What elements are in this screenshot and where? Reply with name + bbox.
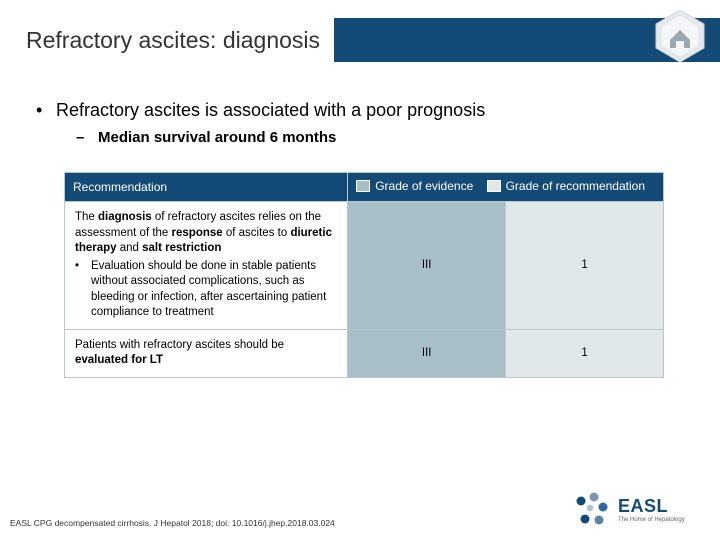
header-recommendation: Recommendation bbox=[65, 173, 348, 202]
logo-sub-text: The Home of Hepatology bbox=[618, 517, 685, 523]
logo-main-text: EASL bbox=[618, 496, 685, 517]
swatch-evidence-icon bbox=[356, 180, 370, 192]
evidence-cell: III bbox=[348, 202, 506, 330]
recommendation-cell: Patients with refractory ascites should … bbox=[65, 329, 348, 377]
table-row: The diagnosis of refractory ascites reli… bbox=[65, 202, 664, 330]
recommendation-table: Recommendation Grade of evidence Grade o… bbox=[64, 172, 664, 378]
logo-mark-icon bbox=[572, 489, 612, 529]
easl-logo: EASL The Home of Hepatology bbox=[572, 486, 712, 532]
swatch-recommendation-icon bbox=[487, 180, 501, 192]
bullet-sub-text: Median survival around 6 months bbox=[98, 129, 336, 146]
bullet-main: • Refractory ascites is associated with … bbox=[36, 100, 684, 121]
bullet-region: • Refractory ascites is associated with … bbox=[36, 100, 684, 146]
table-row: Patients with refractory ascites should … bbox=[65, 329, 664, 377]
legend-recommendation: Grade of recommendation bbox=[487, 179, 645, 193]
bullet-main-text: Refractory ascites is associated with a … bbox=[56, 100, 485, 121]
title-bar: Refractory ascites: diagnosis bbox=[0, 18, 720, 62]
evidence-cell: III bbox=[348, 329, 506, 377]
slide-title: Refractory ascites: diagnosis bbox=[0, 18, 334, 62]
slide: Refractory ascites: diagnosis • Refracto… bbox=[0, 0, 720, 540]
table-header-row: Recommendation Grade of evidence Grade o… bbox=[65, 173, 664, 202]
legend-recommendation-label: Grade of recommendation bbox=[506, 179, 645, 193]
grade-cell: 1 bbox=[506, 202, 664, 330]
logo-text: EASL The Home of Hepatology bbox=[618, 496, 685, 523]
recommendation-cell: The diagnosis of refractory ascites reli… bbox=[65, 202, 348, 330]
grade-cell: 1 bbox=[506, 329, 664, 377]
bullet-sub: – Median survival around 6 months bbox=[76, 129, 684, 146]
header-recommendation-label: Recommendation bbox=[73, 180, 167, 194]
inner-bullet-text: Evaluation should be done in stable pati… bbox=[91, 259, 337, 321]
citation: EASL CPG decompensated cirrhosis. J Hepa… bbox=[10, 518, 335, 528]
legend-evidence: Grade of evidence bbox=[356, 179, 473, 193]
inner-bullet: • Evaluation should be done in stable pa… bbox=[75, 259, 337, 321]
home-icon[interactable] bbox=[652, 8, 708, 64]
legend-evidence-label: Grade of evidence bbox=[375, 179, 473, 193]
header-legend: Grade of evidence Grade of recommendatio… bbox=[348, 173, 664, 202]
